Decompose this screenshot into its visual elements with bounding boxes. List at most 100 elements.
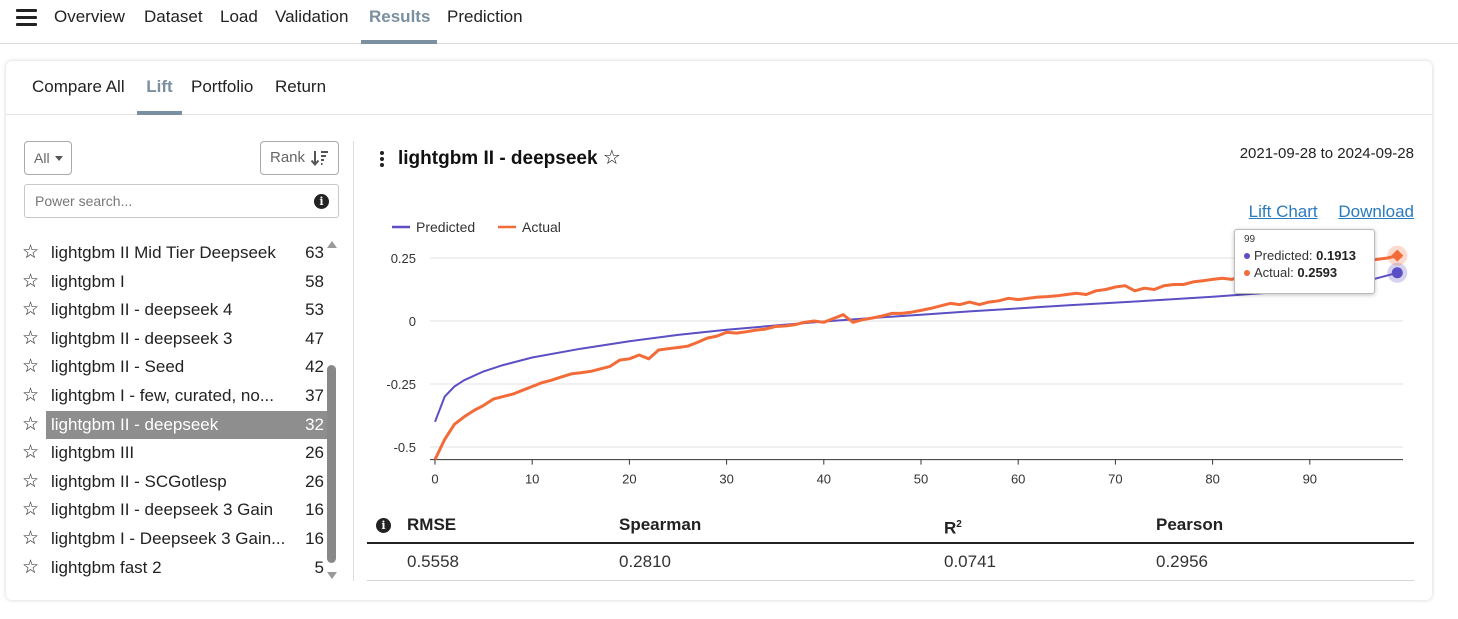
model-list-item[interactable]: ☆ lightgbm fast 2 5 [20, 554, 324, 583]
list-scrollbar[interactable] [326, 239, 338, 579]
series-line-predicted [434, 271, 1398, 423]
filter-dropdown[interactable]: All [24, 141, 72, 175]
tooltip-predicted-row: Predicted: 0.1913 [1244, 248, 1374, 265]
nav-tab-results[interactable]: Results [361, 0, 437, 44]
model-name: lightgbm II Mid Tier Deepseek [51, 243, 276, 262]
model-rank: 5 [314, 557, 324, 577]
model-rank: 32 [305, 414, 324, 434]
tooltip-actual-value: 0.2593 [1297, 265, 1338, 280]
model-rank: 63 [305, 243, 324, 262]
star-icon[interactable]: ☆ [22, 270, 40, 292]
star-icon[interactable]: ☆ [22, 384, 40, 406]
predicted-dot-icon [1244, 253, 1250, 259]
subtab-return[interactable]: Return [275, 77, 327, 96]
predicted-hover-point [1391, 267, 1403, 279]
scroll-thumb[interactable] [327, 365, 336, 563]
model-list-item[interactable]: ☆ lightgbm II - SCGotlesp 26 [20, 468, 324, 497]
star-icon[interactable]: ☆ [22, 499, 40, 521]
model-name: lightgbm I - Deepseek 3 Gain... [51, 528, 286, 548]
star-icon[interactable]: ☆ [22, 470, 40, 492]
model-name: lightgbm II - Seed [51, 357, 185, 377]
rmse-header: RMSE [407, 515, 457, 534]
x-tick-label: 70 [1108, 472, 1122, 487]
star-icon[interactable]: ☆ [22, 299, 40, 321]
model-list-item[interactable]: ☆ lightgbm II Mid Tier Deepseek 63 [20, 239, 324, 268]
x-tick-label: 50 [914, 472, 928, 487]
model-list-item[interactable]: ☆ lightgbm I - Deepseek 3 Gain... 16 [20, 525, 324, 554]
legend-label[interactable]: Actual [522, 219, 561, 235]
model-name: lightgbm II - deepseek [51, 414, 219, 434]
star-icon[interactable]: ☆ [22, 527, 40, 549]
model-rank: 16 [305, 528, 324, 548]
y-tick-label: 0 [409, 314, 416, 329]
actual-hover-point [1391, 249, 1404, 262]
panel-divider [353, 141, 354, 581]
star-icon[interactable]: ☆ [22, 442, 40, 464]
model-title: lightgbm II - deepseek ☆ [398, 145, 621, 170]
model-list-item[interactable]: ☆ lightgbm III 26 [20, 439, 324, 468]
info-icon[interactable]: i [314, 194, 329, 209]
top-nav: Overview Dataset Load Validation Results… [0, 0, 1458, 44]
scroll-down-icon[interactable] [327, 572, 337, 579]
nav-tab-dataset[interactable]: Dataset [144, 7, 203, 26]
model-name: lightgbm I - few, curated, no... [51, 385, 275, 405]
model-rank: 42 [305, 357, 324, 377]
x-tick-label: 90 [1303, 472, 1317, 487]
nav-tab-prediction[interactable]: Prediction [447, 7, 523, 26]
model-rank: 47 [305, 328, 324, 348]
pearson-header: Pearson [1156, 515, 1224, 534]
subtab-compare-all[interactable]: Compare All [32, 77, 125, 96]
star-icon[interactable]: ☆ [22, 556, 40, 578]
nav-tab-load[interactable]: Load [220, 7, 258, 26]
r2-value: 0.0741 [944, 552, 996, 571]
lift-chart: 0.25 0 -0.25 -0.5 0 10 20 30 40 50 60 70 80 90 Predict… [386, 219, 1408, 487]
model-list: ☆ lightgbm II Mid Tier Deepseek 63 ☆ lightgb… [20, 239, 330, 583]
star-icon[interactable]: ☆ [22, 356, 40, 378]
favorite-star-icon[interactable]: ☆ [602, 147, 621, 169]
star-icon[interactable]: ☆ [22, 242, 40, 263]
download-link[interactable]: Download [1338, 202, 1414, 221]
x-tick-label: 10 [525, 472, 539, 487]
star-icon[interactable]: ☆ [22, 327, 40, 349]
model-list-item[interactable]: ☆ lightgbm II - deepseek 3 47 [20, 325, 324, 354]
sort-label: Rank [270, 149, 306, 166]
model-title-text: lightgbm II - deepseek [398, 148, 598, 169]
selection-highlight [46, 410, 330, 440]
model-list-item[interactable]: ☆ lightgbm II - deepseek 3 Gain 16 [20, 496, 324, 525]
x-tick-label: 30 [719, 472, 733, 487]
power-search: i [24, 184, 339, 218]
date-range: 2021-09-28 to 2024-09-28 [1239, 145, 1414, 162]
nav-tab-validation[interactable]: Validation [275, 7, 349, 26]
x-tick-label: 0 [431, 472, 438, 487]
tooltip-x-value: 99 [1244, 234, 1256, 245]
model-rank: 16 [305, 500, 324, 520]
model-name: lightgbm II - deepseek 3 Gain [51, 500, 274, 520]
x-tick-label: 80 [1205, 472, 1219, 487]
metrics-info-icon[interactable]: i [376, 518, 391, 533]
subtab-portfolio[interactable]: Portfolio [191, 77, 254, 96]
model-rank: 26 [305, 443, 324, 463]
model-rank: 26 [305, 471, 324, 491]
model-list-item[interactable]: ☆ lightgbm II - Seed 42 [20, 353, 324, 382]
scroll-up-icon[interactable] [327, 241, 337, 248]
x-tick-label: 60 [1011, 472, 1025, 487]
search-input[interactable] [33, 186, 303, 216]
model-list-item[interactable]: ☆ lightgbm I 58 [20, 268, 324, 297]
filter-label: All [34, 150, 50, 166]
model-list-item[interactable]: ☆ lightgbm II - deepseek 4 53 [20, 296, 324, 325]
menu-icon[interactable] [16, 9, 37, 27]
more-options-icon[interactable] [379, 151, 385, 167]
chart-tooltip: 99 Predicted: 0.1913 Actual: 0.2593 [1234, 229, 1375, 294]
tooltip-actual-label: Actual: [1254, 265, 1294, 280]
nav-tab-overview[interactable]: Overview [54, 7, 125, 26]
x-tick-label: 40 [817, 472, 831, 487]
sort-rank-button[interactable]: Rank [260, 141, 339, 175]
legend-label[interactable]: Predicted [416, 219, 475, 235]
star-icon[interactable]: ☆ [22, 413, 40, 435]
model-list-item[interactable]: ☆ lightgbm II - deepseek 32 [20, 410, 330, 440]
actual-dot-icon [1244, 270, 1250, 276]
model-list-item[interactable]: ☆ lightgbm I - few, curated, no... 37 [20, 382, 324, 411]
subtab-lift[interactable]: Lift [137, 61, 182, 115]
model-rank: 58 [305, 271, 324, 291]
lift-chart-link[interactable]: Lift Chart [1248, 202, 1318, 221]
